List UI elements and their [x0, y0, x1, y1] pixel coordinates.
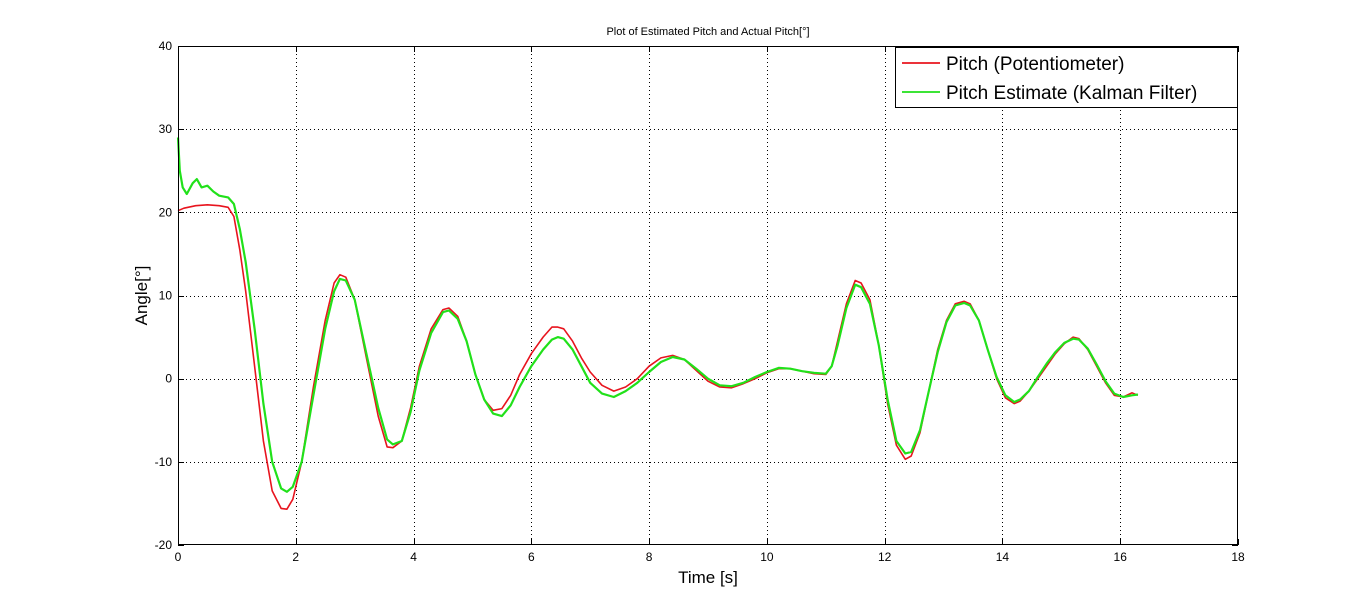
axes-frame [178, 46, 1238, 545]
x-tick-label: 6 [528, 550, 535, 564]
x-tick-label: 14 [996, 550, 1010, 564]
legend-entry-label: Pitch Estimate (Kalman Filter) [946, 83, 1197, 104]
plot-area [178, 46, 1238, 545]
x-tick-label: 0 [175, 550, 182, 564]
x-tick-label: 10 [760, 550, 774, 564]
x-tick-label: 4 [410, 550, 417, 564]
y-axis-label: Angle[°] [132, 266, 151, 326]
grid-lines [178, 46, 1238, 545]
legend-box [895, 47, 1238, 108]
chart-title: Plot of Estimated Pitch and Actual Pitch… [606, 26, 809, 38]
legend: Pitch (Potentiometer) Pitch Estimate (Kal… [895, 47, 1238, 108]
x-tick-label: 18 [1231, 550, 1245, 564]
series-line-1 [176, 137, 1139, 493]
x-axis-label: Time [s] [678, 568, 738, 587]
x-tick-label: 12 [878, 550, 892, 564]
axis-ticks: 0 2 4 6 8 10 12 14 16 18 -20 -10 0 10 20 30 40 [155, 39, 1245, 564]
x-tick-label: 8 [646, 550, 653, 564]
y-tick-label: -10 [155, 455, 173, 469]
y-tick-label: 10 [159, 289, 173, 303]
series-lines [176, 137, 1139, 511]
x-tick-label: 2 [292, 550, 299, 564]
x-tick-label: 16 [1114, 550, 1128, 564]
y-tick-label: 0 [165, 372, 172, 386]
y-tick-label: 40 [159, 39, 173, 53]
y-tick-label: -20 [155, 538, 173, 552]
y-tick-label: 20 [159, 205, 173, 219]
legend-entry-label: Pitch (Potentiometer) [946, 54, 1124, 75]
y-tick-label: 30 [159, 122, 173, 136]
